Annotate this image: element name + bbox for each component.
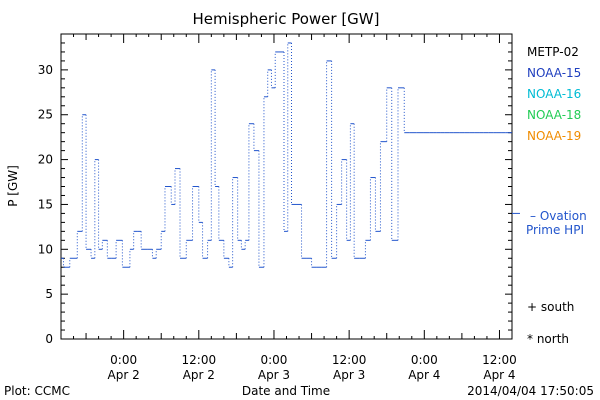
- x-tick-time-label: 12:00: [482, 353, 517, 367]
- y-tick-label: 30: [38, 63, 53, 77]
- legend: METP-02 NOAA-15 NOAA-16 NOAA-18 NOAA-19: [527, 45, 581, 143]
- y-tick-label: 0: [45, 332, 53, 346]
- north-marker-label: * north: [527, 332, 569, 346]
- legend-item: NOAA-19: [527, 129, 581, 143]
- x-tick-time-label: 0:00: [110, 353, 137, 367]
- y-tick-label: 5: [45, 287, 53, 301]
- legend-item: METP-02: [527, 45, 579, 59]
- x-tick-date-label: Apr 2: [108, 368, 140, 382]
- ovation-marker: – Ovation Prime HPI: [512, 209, 587, 237]
- x-tick-date-label: Apr 4: [408, 368, 440, 382]
- y-axis: 0 5 10 15 20 25 30: [38, 33, 512, 346]
- legend-item: NOAA-15: [527, 66, 581, 80]
- legend-item: NOAA-18: [527, 108, 581, 122]
- legend-item: NOAA-16: [527, 87, 581, 101]
- x-tick-time-label: 0:00: [260, 353, 287, 367]
- south-marker-label: + south: [527, 300, 574, 314]
- y-tick-label: 15: [38, 197, 53, 211]
- y-tick-label: 10: [38, 242, 53, 256]
- y-axis-label: P [GW]: [6, 165, 20, 207]
- x-tick-date-label: Apr 3: [333, 368, 365, 382]
- series-layer: [61, 42, 512, 268]
- x-axis-label: Date and Time: [242, 384, 330, 398]
- chart-title: Hemispheric Power [GW]: [193, 10, 380, 28]
- x-tick-time-label: 0:00: [411, 353, 438, 367]
- footer-right: 2014/04/04 17:50:05: [467, 384, 594, 398]
- x-tick-time-label: 12:00: [332, 353, 367, 367]
- y-tick-label: 25: [38, 108, 53, 122]
- footer-left: Plot: CCMC: [4, 384, 70, 398]
- ovation-label-2: Prime HPI: [526, 223, 584, 237]
- ovation-label-1: – Ovation: [530, 209, 587, 223]
- y-tick-label: 20: [38, 153, 53, 167]
- x-tick-time-label: 12:00: [182, 353, 217, 367]
- x-tick-date-label: Apr 2: [183, 368, 215, 382]
- plot-frame: [60, 33, 513, 340]
- x-tick-date-label: Apr 3: [258, 368, 290, 382]
- x-tick-date-label: Apr 4: [483, 368, 515, 382]
